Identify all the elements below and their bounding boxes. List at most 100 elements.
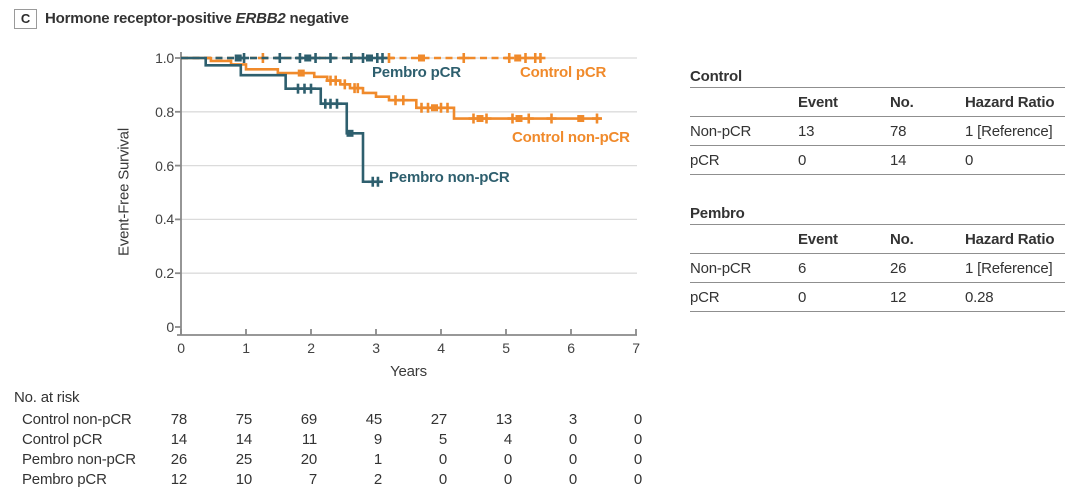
at-risk-value: 0: [633, 471, 642, 488]
hr-row-pcr: pCR 0 14 0: [690, 146, 1065, 175]
at-risk-value: 69: [300, 411, 317, 428]
hr-row-non-pcr: Non-pCR 6 26 1 [Reference]: [690, 254, 1065, 283]
y-tick-label-0.8: 0.8: [155, 103, 174, 120]
hr-row-label: Non-pCR: [690, 122, 752, 140]
panel-title-prefix: Hormone receptor-positive: [45, 10, 236, 27]
censor-mark-control-non-pcr: [297, 69, 305, 77]
hr-cell-no: 78: [890, 122, 907, 140]
y-tick-label-0: 0: [166, 319, 174, 335]
km-survival-chart: [175, 52, 637, 336]
hr-cell-hazard-ratio: 0.28: [965, 288, 994, 306]
censor-mark-pembro-pcr: [366, 54, 373, 62]
censor-mark-control-non-pcr: [476, 115, 484, 123]
hr-table-pembro: Pembro Event No. Hazard Ratio Non-pCR 6 …: [690, 205, 1065, 312]
at-risk-value: 14: [235, 431, 252, 448]
at-risk-value: 0: [633, 431, 642, 448]
at-risk-value: 12: [170, 471, 187, 488]
at-risk-value: 11: [301, 431, 317, 448]
hr-cell-hazard-ratio: 1 [Reference]: [965, 122, 1053, 140]
hr-cell-no: 12: [890, 288, 907, 306]
hr-cell-hazard-ratio: 1 [Reference]: [965, 259, 1053, 277]
at-risk-value: 4: [503, 431, 512, 448]
at-risk-value: 10: [235, 471, 252, 488]
hr-col-event: Event: [798, 93, 838, 111]
curve-label-pembro-pcr: Pembro pCR: [372, 64, 461, 81]
hr-cell-no: 26: [890, 259, 907, 277]
censor-mark-pembro-non-pcr: [346, 129, 354, 137]
hr-col-no: No.: [890, 93, 914, 111]
hr-cell-event: 6: [798, 259, 807, 277]
hr-table-title: Control: [690, 68, 1065, 88]
at-risk-value: 45: [365, 411, 382, 428]
curve-pembro-non-pcr: [181, 56, 380, 184]
x-tick-label-6: 6: [567, 340, 575, 356]
at-risk-row-label: Pembro pCR: [22, 471, 107, 488]
hr-col-hazard-ratio: Hazard Ratio: [965, 93, 1055, 111]
panel-label-badge: C: [14, 9, 37, 29]
curve-label-control-pcr: Control pCR: [520, 64, 607, 81]
at-risk-row-label: Pembro non-pCR: [22, 451, 136, 468]
hr-row-label: pCR: [690, 151, 720, 169]
at-risk-value: 0: [568, 451, 577, 468]
at-risk-value: 0: [503, 471, 512, 488]
hr-cell-event: 13: [798, 122, 815, 140]
censor-mark-control-non-pcr: [577, 115, 585, 123]
at-risk-value: 0: [503, 451, 512, 468]
panel-title-suffix: negative: [285, 10, 349, 27]
x-tick-label-2: 2: [307, 340, 315, 356]
hr-col-hazard-ratio: Hazard Ratio: [965, 230, 1055, 248]
at-risk-row-label: Control pCR: [22, 431, 103, 448]
hr-col-event: Event: [798, 230, 838, 248]
y-tick-label-0.2: 0.2: [155, 265, 174, 282]
y-tick-label-0.6: 0.6: [155, 157, 174, 174]
censor-mark-control-pcr: [514, 54, 522, 62]
censor-mark-control-pcr: [418, 54, 425, 62]
at-risk-value: 0: [438, 471, 447, 488]
at-risk-value: 13: [495, 411, 512, 428]
curve-label-pembro-non-pcr: Pembro non-pCR: [389, 169, 510, 186]
at-risk-value: 14: [170, 431, 187, 448]
hr-row-pcr: pCR 0 12 0.28: [690, 283, 1065, 312]
hr-row-label: pCR: [690, 288, 720, 306]
curve-label-control-non-pcr: Control non-pCR: [512, 129, 630, 146]
at-risk-value: 0: [568, 431, 577, 448]
at-risk-value: 27: [430, 411, 447, 428]
x-axis-title: Years: [390, 363, 427, 380]
hr-table-control: Control Event No. Hazard Ratio Non-pCR 1…: [690, 68, 1065, 175]
hr-cell-event: 0: [798, 151, 807, 169]
at-risk-value: 78: [170, 411, 187, 428]
x-tick-label-7: 7: [632, 340, 640, 356]
at-risk-value: 0: [568, 471, 577, 488]
censor-mark-pembro-pcr: [304, 54, 312, 62]
hr-col-no: No.: [890, 230, 914, 248]
at-risk-value: 20: [300, 451, 317, 468]
hr-table-header-row: Event No. Hazard Ratio: [690, 88, 1065, 117]
censor-mark-control-non-pcr: [431, 104, 438, 112]
at-risk-value: 3: [568, 411, 577, 428]
panel-title-gene: ERBB2: [235, 10, 286, 27]
at-risk-value: 1: [373, 451, 382, 468]
at-risk-value: 0: [633, 411, 642, 428]
hr-row-non-pcr: Non-pCR 13 78 1 [Reference]: [690, 117, 1065, 146]
panel-title: Hormone receptor-positive ERBB2 negative: [45, 10, 349, 27]
at-risk-value: 9: [373, 431, 382, 448]
at-risk-value: 0: [633, 451, 642, 468]
at-risk-value: 2: [373, 471, 382, 488]
y-axis-title: Event-Free Survival: [115, 128, 133, 256]
y-tick-label-0.4: 0.4: [155, 211, 174, 228]
x-tick-label-0: 0: [177, 340, 185, 356]
censor-mark-pembro-pcr: [234, 54, 242, 62]
at-risk-value: 5: [438, 431, 447, 448]
at-risk-value: 75: [235, 411, 252, 428]
x-tick-label-5: 5: [502, 340, 510, 356]
x-tick-label-4: 4: [437, 340, 445, 356]
hr-cell-hazard-ratio: 0: [965, 151, 974, 169]
censor-mark-control-non-pcr: [515, 115, 523, 123]
at-risk-value: 7: [308, 471, 317, 488]
hr-cell-event: 0: [798, 288, 807, 306]
hr-row-label: Non-pCR: [690, 259, 752, 277]
x-tick-label-1: 1: [242, 340, 250, 356]
at-risk-title: No. at risk: [14, 389, 80, 406]
at-risk-row-label: Control non-pCR: [22, 411, 132, 428]
